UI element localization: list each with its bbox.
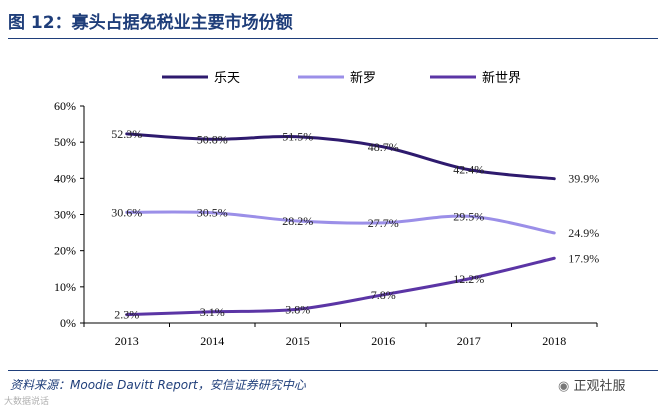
x-tick-label: 2015 bbox=[286, 334, 310, 348]
brand-name: ◉ 正观社服 bbox=[558, 375, 626, 394]
brand-label: 正观社服 bbox=[573, 379, 626, 394]
data-label-lotte: 42.4% bbox=[453, 163, 484, 177]
series-line-shilla bbox=[125, 210, 556, 235]
x-tick-label: 2013 bbox=[115, 334, 139, 348]
y-tick-label: 40% bbox=[54, 171, 76, 185]
source-note: 资料来源：Moodie Davitt Report，安信证券研究中心 bbox=[10, 378, 306, 392]
data-label-shilla: 27.7% bbox=[368, 216, 399, 230]
data-label-shinsegae: 7.8% bbox=[371, 288, 396, 302]
y-tick-label: 30% bbox=[54, 208, 76, 222]
data-label-shilla: 24.9% bbox=[568, 226, 599, 240]
data-label-lotte: 52.3% bbox=[111, 127, 142, 141]
data-label-lotte: 48.7% bbox=[368, 140, 399, 154]
data-label-lotte: 51.5% bbox=[282, 130, 313, 144]
source-divider bbox=[8, 370, 658, 371]
legend-label-shilla: 新罗 bbox=[350, 70, 376, 86]
data-label-lotte: 50.8% bbox=[197, 132, 228, 146]
x-tick-label: 2017 bbox=[457, 334, 481, 348]
y-tick-label: 20% bbox=[54, 244, 76, 258]
data-label-lotte: 39.9% bbox=[568, 172, 599, 186]
watermark: 大数据说话 bbox=[4, 397, 50, 407]
y-tick-label: 0% bbox=[60, 316, 76, 330]
data-label-shinsegae: 17.9% bbox=[568, 251, 599, 265]
y-tick-label: 50% bbox=[54, 135, 76, 149]
x-tick-label: 2018 bbox=[542, 334, 566, 348]
series-lines bbox=[125, 132, 556, 317]
axes: 0% 10% 20% 30% 40% 50% 60% 2013 2014 2015 2016 2017… bbox=[54, 99, 598, 348]
legend-label-shinsegae: 新世界 bbox=[482, 70, 521, 86]
x-tick-label: 2014 bbox=[200, 334, 224, 348]
legend: 乐天 新罗 新世界 bbox=[162, 70, 521, 86]
figure-title: 图 12：寡头占据免税业主要市场份额 bbox=[8, 13, 293, 33]
data-label-shilla: 30.5% bbox=[197, 206, 228, 220]
data-labels: 52.3% 50.8% 51.5% 48.7% 42.4% 39.9% 30.6% 30.5%… bbox=[111, 127, 599, 322]
data-label-shinsegae: 2.3% bbox=[114, 308, 139, 322]
data-label-shinsegae: 3.8% bbox=[285, 302, 310, 316]
data-label-shilla: 29.5% bbox=[453, 209, 484, 223]
y-tick-label: 60% bbox=[54, 99, 76, 113]
series-line-shinsegae bbox=[125, 256, 556, 317]
data-label-shilla: 30.6% bbox=[111, 205, 142, 219]
x-tick-label: 2016 bbox=[371, 334, 395, 348]
legend-label-lotte: 乐天 bbox=[214, 71, 240, 86]
y-tick-label: 10% bbox=[54, 280, 76, 294]
data-label-shilla: 28.2% bbox=[282, 214, 313, 228]
series-line-lotte bbox=[125, 132, 556, 181]
wechat-icon: ◉ bbox=[558, 379, 570, 394]
data-label-shinsegae: 12.2% bbox=[453, 272, 484, 286]
data-label-shinsegae: 3.1% bbox=[200, 305, 225, 319]
title-divider bbox=[8, 38, 658, 39]
